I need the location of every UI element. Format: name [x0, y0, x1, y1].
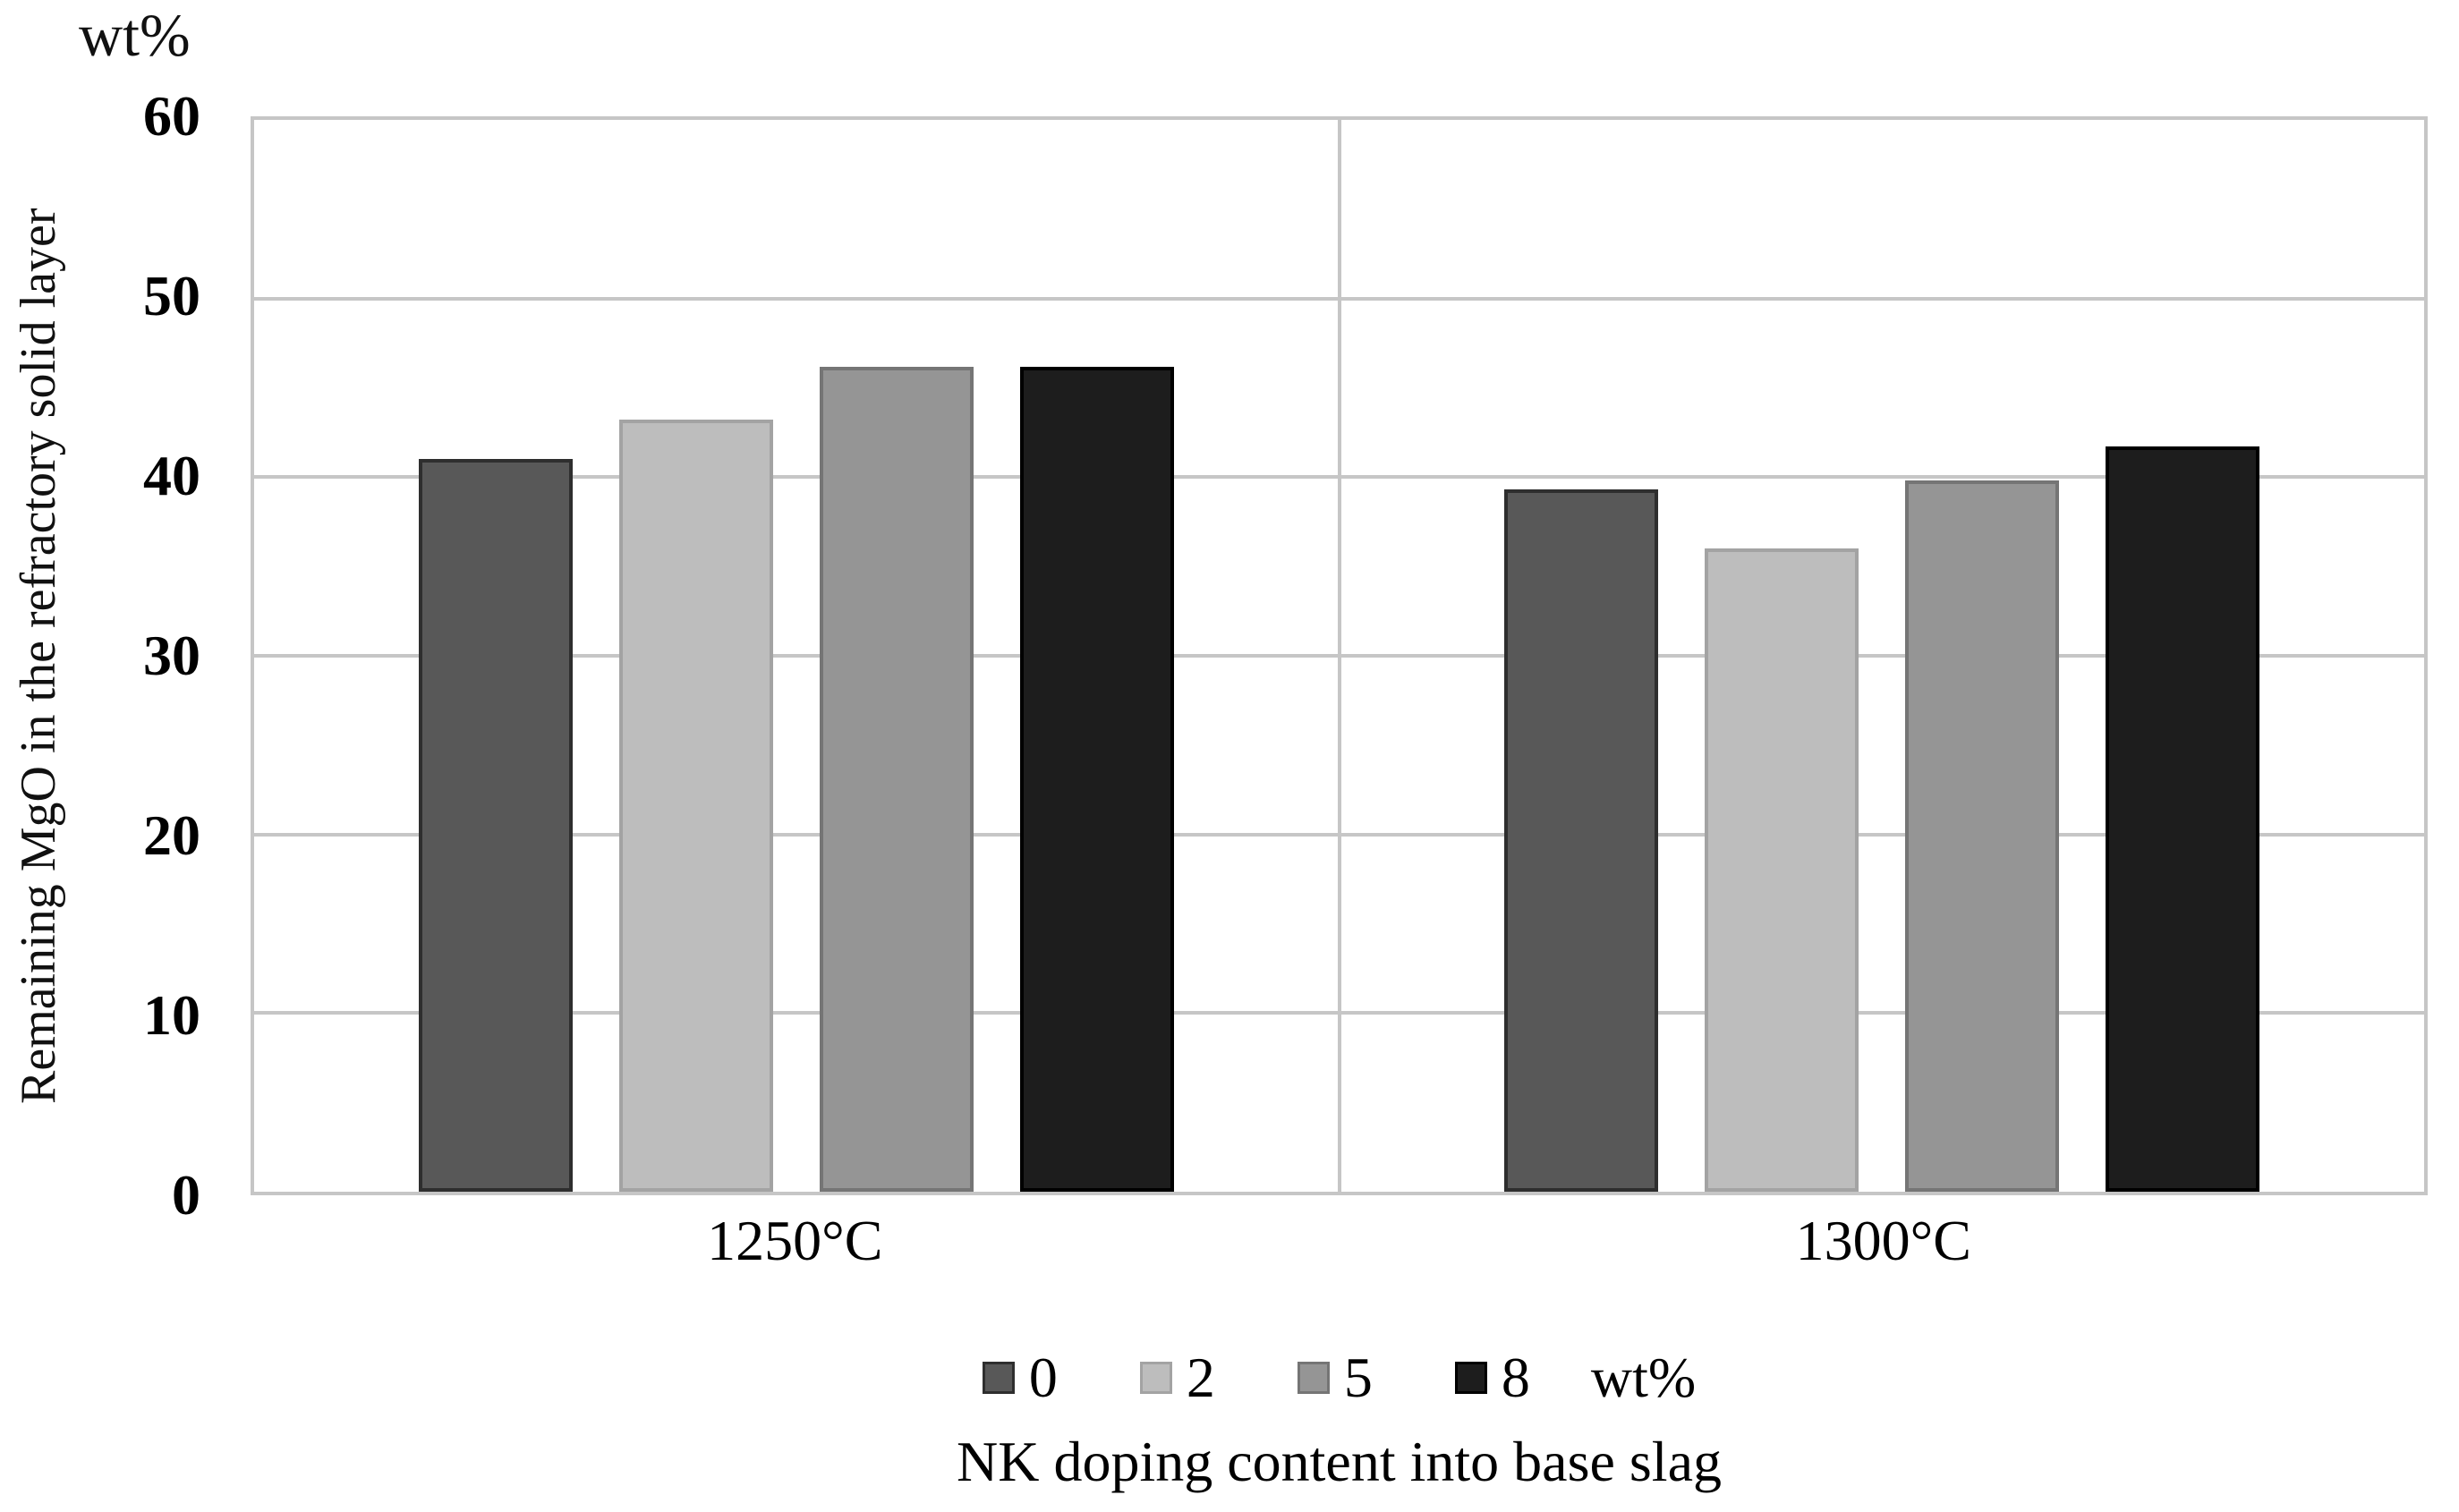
- bar-1250°C-5wt: [820, 366, 974, 1192]
- legend-swatch-icon: [1454, 1362, 1487, 1394]
- y-tick-label-20: 20: [143, 803, 200, 867]
- y-tick-label-50: 50: [143, 264, 200, 327]
- legend-item-5: 5: [1297, 1342, 1373, 1414]
- bar-1300°C-0wt: [1503, 489, 1658, 1192]
- legend-label: 5: [1343, 1346, 1373, 1409]
- legend-item-2: 2: [1139, 1342, 1215, 1414]
- x-axis-category-labels: 1250°C 1300°C: [251, 1209, 2428, 1272]
- x-axis-label-1250°C: 1250°C: [707, 1209, 883, 1272]
- bar-1250°C-8wt: [1020, 366, 1175, 1192]
- y-tick-label-10: 10: [143, 983, 200, 1047]
- x-axis-label-1300°C: 1300°C: [1795, 1209, 1971, 1272]
- legend-item-0: 0: [982, 1342, 1058, 1414]
- x-axis-caption: NK doping content into base slag: [957, 1430, 1722, 1493]
- bar-group-1250°C: [254, 120, 1340, 1192]
- bar-1300°C-2wt: [1704, 548, 1859, 1192]
- y-tick-label-30: 30: [143, 624, 200, 687]
- legend-swatch-icon: [982, 1362, 1015, 1394]
- legend-item-8: 8: [1454, 1342, 1530, 1414]
- bar-group-1300°C: [1340, 120, 2425, 1192]
- bar-1250°C-0wt: [419, 459, 574, 1192]
- legend-label: 8: [1501, 1346, 1530, 1409]
- bar-1250°C-2wt: [619, 420, 774, 1192]
- legend-label: 2: [1186, 1346, 1215, 1409]
- plot-area: [251, 116, 2428, 1195]
- category-divider-line: [1337, 120, 1341, 1192]
- y-axis-unit-label: wt%: [79, 1, 191, 69]
- legend-label: 0: [1028, 1346, 1058, 1409]
- y-tick-label-0: 0: [172, 1163, 200, 1227]
- legend: 0 2 5 8 wt%: [251, 1342, 2428, 1414]
- bar-1300°C-8wt: [2105, 446, 2259, 1192]
- legend-swatch-icon: [1139, 1362, 1172, 1394]
- legend-unit-suffix: wt%: [1590, 1346, 1697, 1409]
- bar-1300°C-5wt: [1904, 480, 2059, 1192]
- bar-groups: [254, 120, 2424, 1192]
- y-axis-tick-labels: 0 10 20 30 40 50 60: [0, 84, 213, 1227]
- y-tick-label-60: 60: [143, 84, 200, 148]
- legend-swatch-icon: [1297, 1362, 1330, 1394]
- y-tick-label-40: 40: [143, 444, 200, 507]
